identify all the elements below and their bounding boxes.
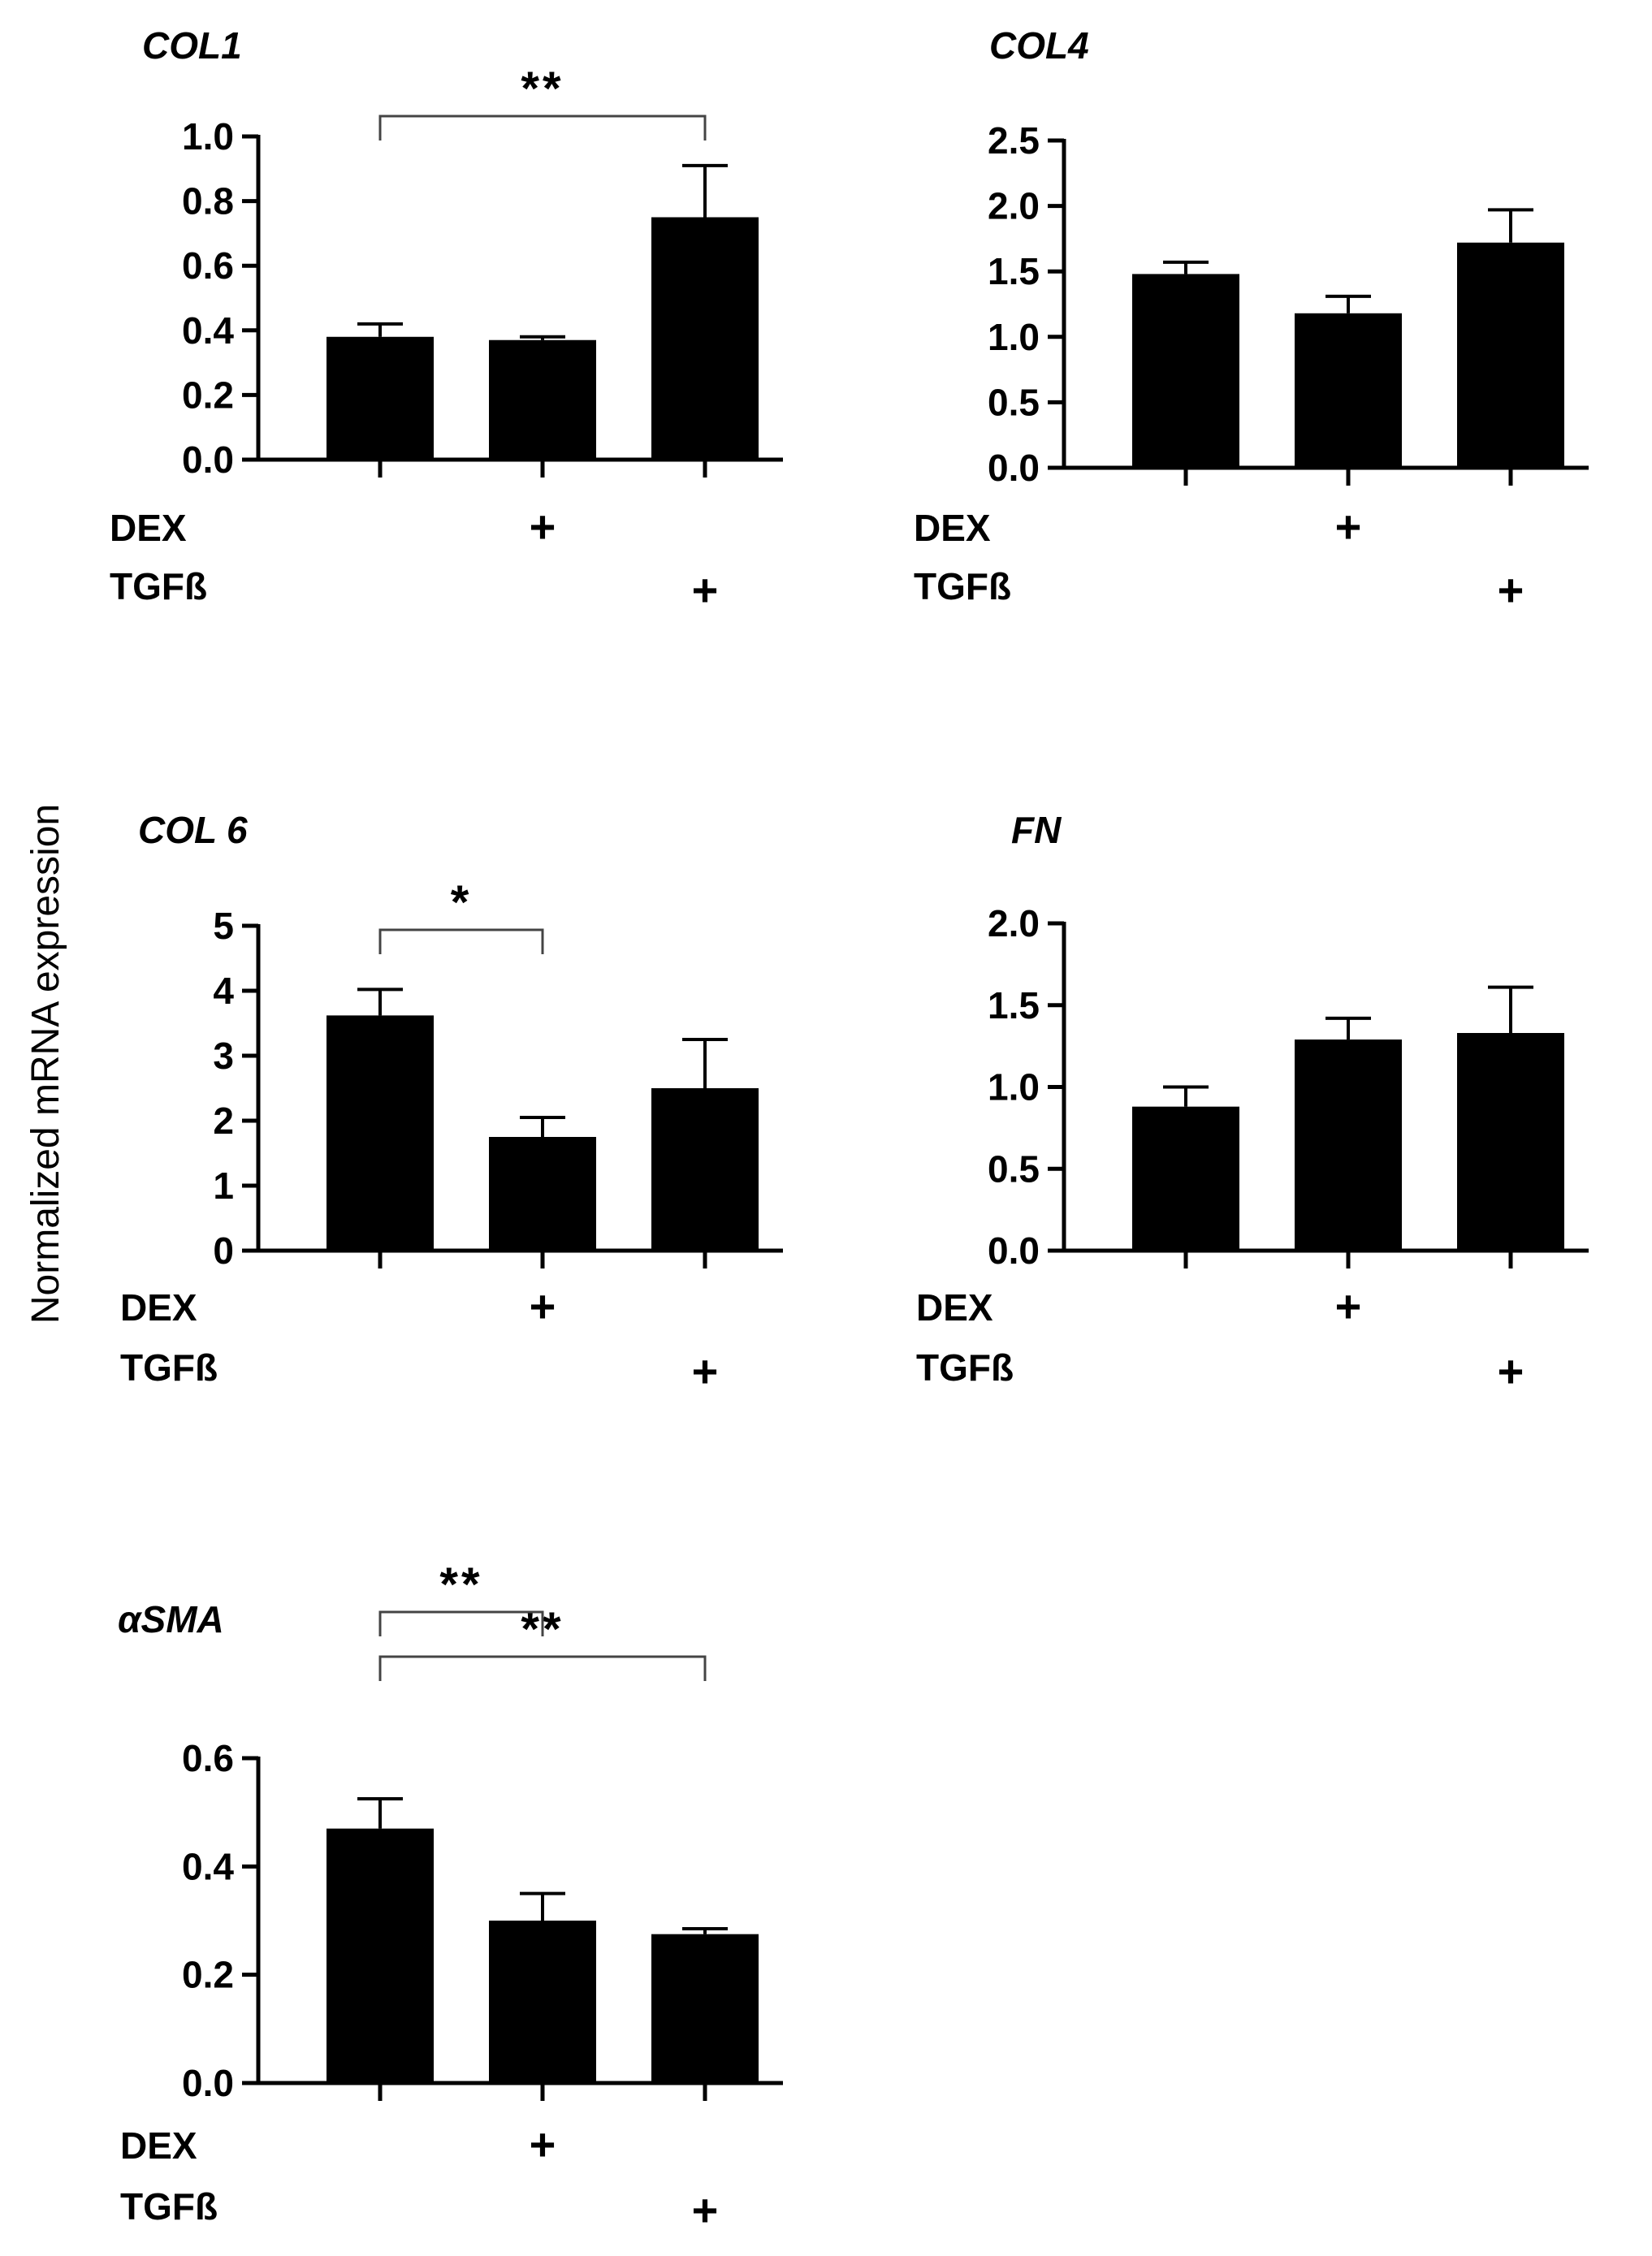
dex-plus-marker: + xyxy=(1335,501,1362,552)
dex-row-label: DEX xyxy=(914,507,991,549)
significance-bracket xyxy=(378,928,544,954)
y-tick-label: 0.4 xyxy=(182,1845,234,1887)
chart-panel: COL1 0.0 0.2 0.4 0.6 0.8 1.0 + + DEX TGFß ** xyxy=(110,24,783,616)
chart-title: COL4 xyxy=(989,24,1089,67)
y-tick-label: 5 xyxy=(213,905,234,947)
y-tick-label: 0.4 xyxy=(182,309,234,352)
bar xyxy=(651,1934,759,2083)
y-tick-label: 0 xyxy=(213,1230,234,1272)
dex-row-label: DEX xyxy=(120,2124,197,2167)
y-tick-label: 1 xyxy=(213,1165,234,1207)
y-tick-label: 2.0 xyxy=(988,902,1040,944)
bar xyxy=(1132,274,1239,468)
bar xyxy=(651,217,759,460)
tgf-plus-marker: + xyxy=(692,2185,719,2236)
tgf-plus-marker: + xyxy=(692,564,719,616)
y-tick-label: 4 xyxy=(213,970,234,1012)
chart-title: αSMA xyxy=(118,1598,224,1640)
y-tick-label: 0.5 xyxy=(988,381,1040,423)
bar xyxy=(1457,1033,1564,1251)
y-tick-label: 0.0 xyxy=(182,439,234,481)
y-tick-label: 0.2 xyxy=(182,374,234,416)
tgf-plus-marker: + xyxy=(1498,1346,1524,1397)
chart-title: FN xyxy=(1011,809,1062,851)
chart-panel: COL 6 0 1 2 3 4 5 + + DEX TGFß * xyxy=(120,809,783,1397)
bar xyxy=(327,1828,434,2083)
bar xyxy=(1457,242,1564,468)
y-tick-label: 1.5 xyxy=(988,984,1040,1026)
significance-bracket xyxy=(378,1655,707,1681)
y-tick-label: 1.0 xyxy=(182,115,234,158)
y-tick-label: 1.0 xyxy=(988,1066,1040,1109)
chart-panel: FN 0.0 0.5 1.0 1.5 2.0 + + DEX TGFß xyxy=(916,809,1589,1397)
tgf-row-label: TGFß xyxy=(916,1346,1014,1389)
y-tick-label: 0.6 xyxy=(182,244,234,287)
dex-row-label: DEX xyxy=(120,1286,197,1329)
tgf-row-label: TGFß xyxy=(914,565,1011,607)
bar xyxy=(1295,1039,1402,1251)
bar xyxy=(651,1088,759,1251)
significance-stars: * xyxy=(451,876,473,929)
y-tick-label: 0.0 xyxy=(988,447,1040,489)
dex-plus-marker: + xyxy=(530,1281,556,1332)
significance-stars: ** xyxy=(439,1558,482,1611)
chart-panel: COL4 0.0 0.5 1.0 1.5 2.0 2.5 + + DEX TGFß xyxy=(914,24,1589,616)
bar xyxy=(327,1015,434,1251)
bar xyxy=(489,1137,596,1251)
y-tick-label: 0.0 xyxy=(182,2062,234,2104)
bar xyxy=(327,336,434,460)
tgf-row-label: TGFß xyxy=(110,565,207,607)
dex-row-label: DEX xyxy=(110,507,187,549)
y-tick-label: 0.2 xyxy=(182,1954,234,1996)
y-tick-label: 0.5 xyxy=(988,1147,1040,1190)
bar xyxy=(1295,313,1402,468)
dex-plus-marker: + xyxy=(1335,1281,1362,1332)
significance-stars: ** xyxy=(521,63,564,115)
y-tick-label: 2.0 xyxy=(988,185,1040,227)
y-tick-label: 0.6 xyxy=(182,1737,234,1779)
tgf-plus-marker: + xyxy=(692,1346,719,1397)
dex-plus-marker: + xyxy=(530,2119,556,2170)
y-tick-label: 0.0 xyxy=(988,1230,1040,1272)
chart-title: COL 6 xyxy=(138,809,248,851)
significance-bracket xyxy=(378,115,707,140)
y-axis-label: Normalized mRNA expression xyxy=(24,804,67,1324)
bar xyxy=(489,1921,596,2083)
significance-bracket xyxy=(378,1610,544,1636)
dex-plus-marker: + xyxy=(530,501,556,552)
y-tick-label: 1.5 xyxy=(988,250,1040,292)
chart-title: COL1 xyxy=(142,24,242,67)
y-tick-label: 2.5 xyxy=(988,119,1040,162)
y-tick-label: 1.0 xyxy=(988,316,1040,358)
y-tick-label: 2 xyxy=(213,1100,234,1142)
y-tick-label: 0.8 xyxy=(182,180,234,223)
y-tick-label: 3 xyxy=(213,1035,234,1077)
bar xyxy=(1132,1106,1239,1251)
bar xyxy=(489,339,596,460)
tgf-plus-marker: + xyxy=(1498,564,1524,616)
tgf-row-label: TGFß xyxy=(120,2185,218,2228)
dex-row-label: DEX xyxy=(916,1286,993,1329)
tgf-row-label: TGFß xyxy=(120,1346,218,1389)
